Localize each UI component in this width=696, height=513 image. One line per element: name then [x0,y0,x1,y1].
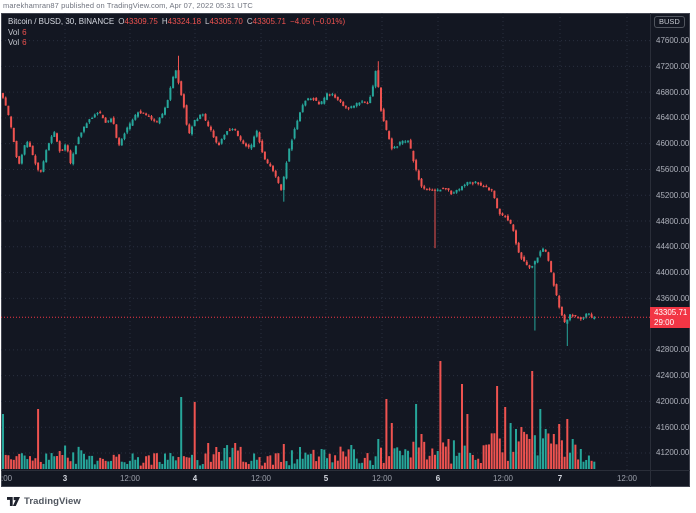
ohlc-value: 43305.71 [252,17,287,26]
volume-legend-row: Vol 6 [8,28,345,39]
bar-countdown: 29:00 [654,317,675,327]
time-label: 12:00 [616,474,638,483]
price-tick-label: 41200.00 [656,448,690,458]
chart-panel[interactable] [1,13,690,487]
time-label-day: 3 [62,474,68,483]
price-tick-label: 41600.00 [656,422,690,432]
price-tick-label: 46800.00 [656,87,690,97]
time-label: 12:00 [119,474,141,483]
time-label: 12:00 [250,474,272,483]
ohlc-key: C [246,17,253,26]
price-tick-label: 44400.00 [656,242,690,252]
time-label-day: 5 [323,474,329,483]
change-value: −4.05 (−0.01%) [290,17,346,26]
ohlc-key: H [161,17,168,26]
tradingview-wordmark[interactable]: TradingView [24,495,81,507]
price-axis[interactable]: BUSD 47600.00 47200.00 46800.00 46400.00 460… [650,13,690,470]
chart-legend: Bitcoin / BUSD, 30, BINANCE O43309.75 H433… [8,17,345,49]
time-axis[interactable]: :00 3 12:00 4 12:00 5 12:00 6 12:00 7 12:00 [1,471,649,487]
tradingview-logo-icon[interactable] [7,495,20,508]
time-label: 12:00 [371,474,393,483]
price-tick-label: 46400.00 [656,113,690,123]
ohlc-key: O [118,17,125,26]
volume-legend-rows: Vol 6 Vol 6 [8,28,345,49]
price-tick-label: 47200.00 [656,61,690,71]
ohlc-key: L [205,17,210,26]
currency-badge: BUSD [654,16,685,28]
volume-label: Vol [8,38,20,47]
time-label-day: 4 [192,474,198,483]
price-tick-label: 44000.00 [656,268,690,278]
ohlc-value: 43305.70 [209,17,243,26]
time-label: :00 [1,474,13,483]
time-label-day: 6 [435,474,441,483]
volume-legend-row: Vol 6 [8,38,345,49]
symbol-title: Bitcoin / BUSD, 30, BINANCE [8,17,115,26]
last-price-label: 43305.71 29:00 [650,306,690,328]
volume-label: Vol [8,27,20,37]
footer: TradingView [7,493,81,509]
ohlc-value: 43309.75 [124,17,158,26]
price-tick-label: 42000.00 [656,396,690,406]
price-tick-label: 45600.00 [656,164,690,174]
ohlc-values: O43309.75 H43324.18 L43305.70 C43305.71 [114,17,286,26]
time-label: 12:00 [492,474,514,483]
price-tick-label: 46000.00 [656,139,690,149]
last-price-value: 43305.71 [654,307,688,317]
price-tick-label: 45200.00 [656,190,690,200]
price-tick-label: 47600.00 [656,36,690,46]
attribution-text: marekhamran87 published on TradingView.c… [3,1,253,10]
price-tick-label: 42400.00 [656,371,690,381]
time-label-day: 7 [557,474,563,483]
price-tick-label: 43600.00 [656,293,690,303]
legend-symbol-row: Bitcoin / BUSD, 30, BINANCE O43309.75 H433… [8,17,345,28]
volume-value: 6 [22,27,27,37]
price-tick-label: 44800.00 [656,216,690,226]
ohlc-value: 43324.18 [167,17,202,26]
volume-value: 6 [22,38,27,47]
price-tick-label: 42800.00 [656,345,690,355]
